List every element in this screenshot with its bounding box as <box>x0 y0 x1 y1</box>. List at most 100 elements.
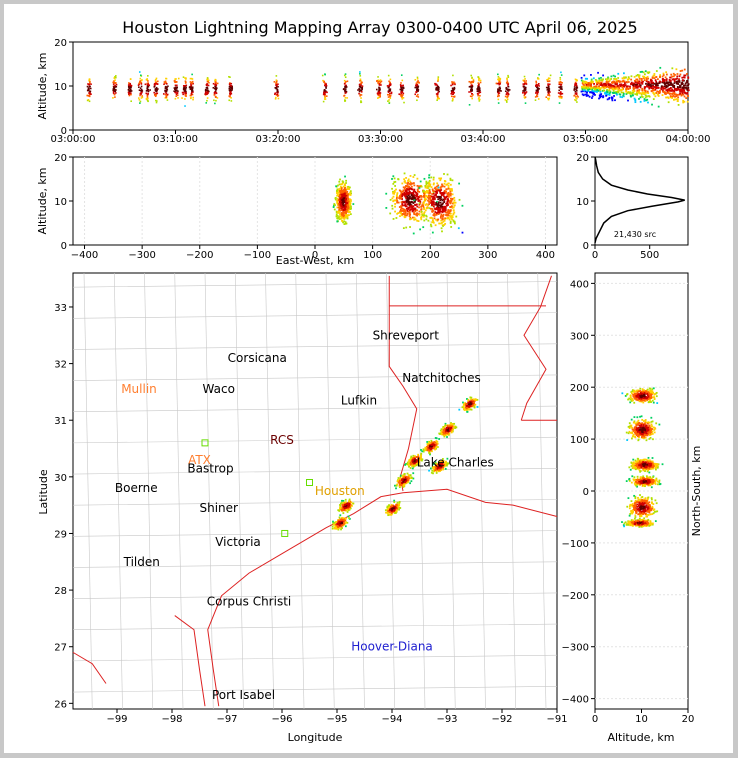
time-source-point <box>497 94 500 96</box>
ew-source-point <box>452 213 455 216</box>
map-city-label: Corsicana <box>228 351 287 365</box>
map-source-point <box>346 505 349 508</box>
ew-source-point <box>422 226 425 229</box>
time-source-point <box>558 89 561 92</box>
ew-source-point <box>409 206 411 208</box>
county-border <box>234 272 244 710</box>
time-source-point <box>435 86 438 89</box>
time-source-point <box>189 77 192 80</box>
ew-source-point <box>411 207 414 210</box>
map-source-point <box>466 410 468 413</box>
time-source-point <box>606 88 608 91</box>
time-source-point <box>629 85 631 88</box>
time-source-point <box>636 74 639 76</box>
ew-source-point <box>429 199 432 202</box>
time-source-point <box>560 84 562 86</box>
time-source-point <box>601 84 604 87</box>
time-source-point <box>549 74 552 77</box>
time-source-point <box>599 90 602 93</box>
time-source-point <box>498 88 501 90</box>
time-source-point <box>507 92 509 95</box>
time-source-point <box>451 91 453 94</box>
time-source-point <box>508 89 511 91</box>
time-source-point <box>388 99 390 101</box>
county-border <box>537 272 547 710</box>
map-source-point <box>350 504 353 507</box>
time-source-point <box>559 78 562 81</box>
time-source-point <box>173 87 176 89</box>
time-source-point <box>633 75 636 78</box>
time-source-point <box>681 92 684 95</box>
time-source-point <box>652 81 655 84</box>
map-source-point <box>435 437 438 440</box>
time-source-point <box>230 82 233 85</box>
time-source-point <box>525 83 528 85</box>
time-source-point <box>547 92 550 95</box>
map-source-point <box>396 507 399 510</box>
map-source-point <box>437 470 440 473</box>
time-source-point <box>677 88 680 90</box>
ew-source-point <box>410 193 413 196</box>
time-source-point <box>165 85 167 88</box>
map-source-point <box>417 453 420 456</box>
time-source-point <box>623 76 625 79</box>
ew-source-point <box>431 204 433 206</box>
map-source-point <box>467 405 470 407</box>
ew-source-point <box>420 205 423 208</box>
time-source-point <box>669 80 672 82</box>
time-source-point <box>451 87 454 90</box>
time-y-tick-label: 0 <box>61 126 67 137</box>
time-source-point <box>636 80 639 83</box>
time-source-point <box>174 84 177 87</box>
time-source-point <box>591 95 594 98</box>
map-source-point <box>384 509 387 512</box>
time-source-point <box>504 90 507 93</box>
time-source-point <box>573 94 576 97</box>
ew-source-point <box>420 208 423 211</box>
map-source-point <box>438 461 441 464</box>
time-source-point <box>389 97 392 99</box>
time-source-point <box>188 86 191 89</box>
time-source-point <box>183 86 185 89</box>
ew-source-point <box>404 188 407 191</box>
ew-source-point <box>350 205 352 208</box>
time-source-point <box>537 84 539 86</box>
time-source-point <box>153 84 156 86</box>
time-source-point <box>629 91 632 94</box>
map-source-point <box>450 422 452 424</box>
time-source-point <box>505 86 508 89</box>
time-source-point <box>616 90 619 93</box>
time-source-point <box>595 79 598 82</box>
time-source-point <box>657 95 660 97</box>
ew-source-point <box>348 193 351 196</box>
time-source-point <box>659 66 662 69</box>
time-source-point <box>583 74 586 77</box>
ew-source-point <box>406 191 409 194</box>
ew-source-point <box>345 182 347 184</box>
time-source-point <box>675 88 678 91</box>
time-source-point <box>214 88 217 91</box>
ns-source-point <box>647 392 650 394</box>
ew-source-point <box>391 207 394 210</box>
time-source-point <box>652 89 655 92</box>
county-border <box>83 272 93 710</box>
time-source-point <box>470 74 473 77</box>
ew-source-point <box>407 186 410 189</box>
map-source-point <box>428 469 430 472</box>
time-source-point <box>661 75 664 78</box>
ew-x-tick-label: −300 <box>128 250 155 261</box>
ew-source-point <box>401 193 404 196</box>
ew-source-point <box>431 219 434 222</box>
map-source-point <box>396 483 399 486</box>
time-source-point <box>537 77 539 80</box>
ew-source-point <box>451 189 453 192</box>
time-source-point <box>154 94 156 97</box>
time-source-point <box>627 76 630 79</box>
map-source-point <box>417 463 420 466</box>
ew-source-point <box>407 198 410 201</box>
time-source-point <box>478 86 480 88</box>
time-source-point <box>358 88 361 91</box>
time-source-point <box>346 80 349 83</box>
map-city-label: Lufkin <box>341 393 377 407</box>
map-source-point <box>424 446 427 449</box>
